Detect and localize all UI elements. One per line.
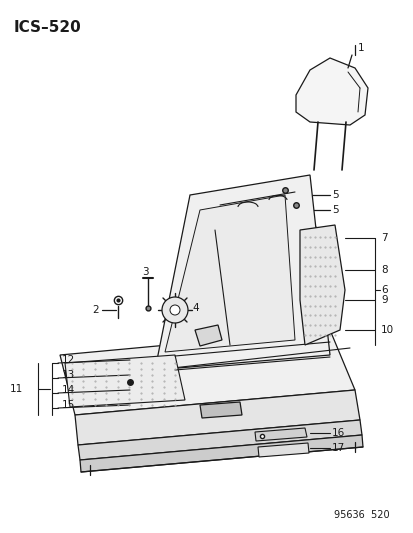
Polygon shape: [75, 390, 359, 445]
Text: 4: 4: [192, 303, 198, 313]
Text: 95636  520: 95636 520: [334, 510, 389, 520]
Polygon shape: [254, 428, 306, 441]
Polygon shape: [154, 175, 329, 370]
Polygon shape: [299, 225, 344, 345]
Text: 10: 10: [380, 325, 393, 335]
Text: 1: 1: [357, 43, 364, 53]
Text: 17: 17: [331, 443, 344, 453]
Polygon shape: [195, 325, 221, 346]
Text: 11: 11: [10, 384, 23, 394]
Text: 6: 6: [380, 285, 387, 295]
Text: 9: 9: [380, 295, 387, 305]
Polygon shape: [80, 435, 362, 472]
Circle shape: [161, 297, 188, 323]
Circle shape: [170, 305, 180, 315]
Text: 7: 7: [380, 233, 387, 243]
Text: 13: 13: [62, 370, 75, 380]
Polygon shape: [65, 355, 185, 407]
Text: 5: 5: [331, 190, 338, 200]
Text: 12: 12: [62, 355, 75, 365]
Polygon shape: [199, 402, 242, 418]
Polygon shape: [165, 195, 294, 352]
Text: 15: 15: [62, 400, 75, 410]
Text: ICS–520: ICS–520: [14, 20, 81, 35]
Polygon shape: [78, 420, 361, 460]
Text: 14: 14: [62, 385, 75, 395]
Text: 2: 2: [92, 305, 99, 315]
Text: 3: 3: [141, 267, 148, 277]
Polygon shape: [295, 58, 367, 125]
Text: 8: 8: [380, 265, 387, 275]
Text: 5: 5: [331, 205, 338, 215]
Polygon shape: [257, 443, 308, 457]
Polygon shape: [60, 330, 354, 415]
Text: 16: 16: [331, 428, 344, 438]
